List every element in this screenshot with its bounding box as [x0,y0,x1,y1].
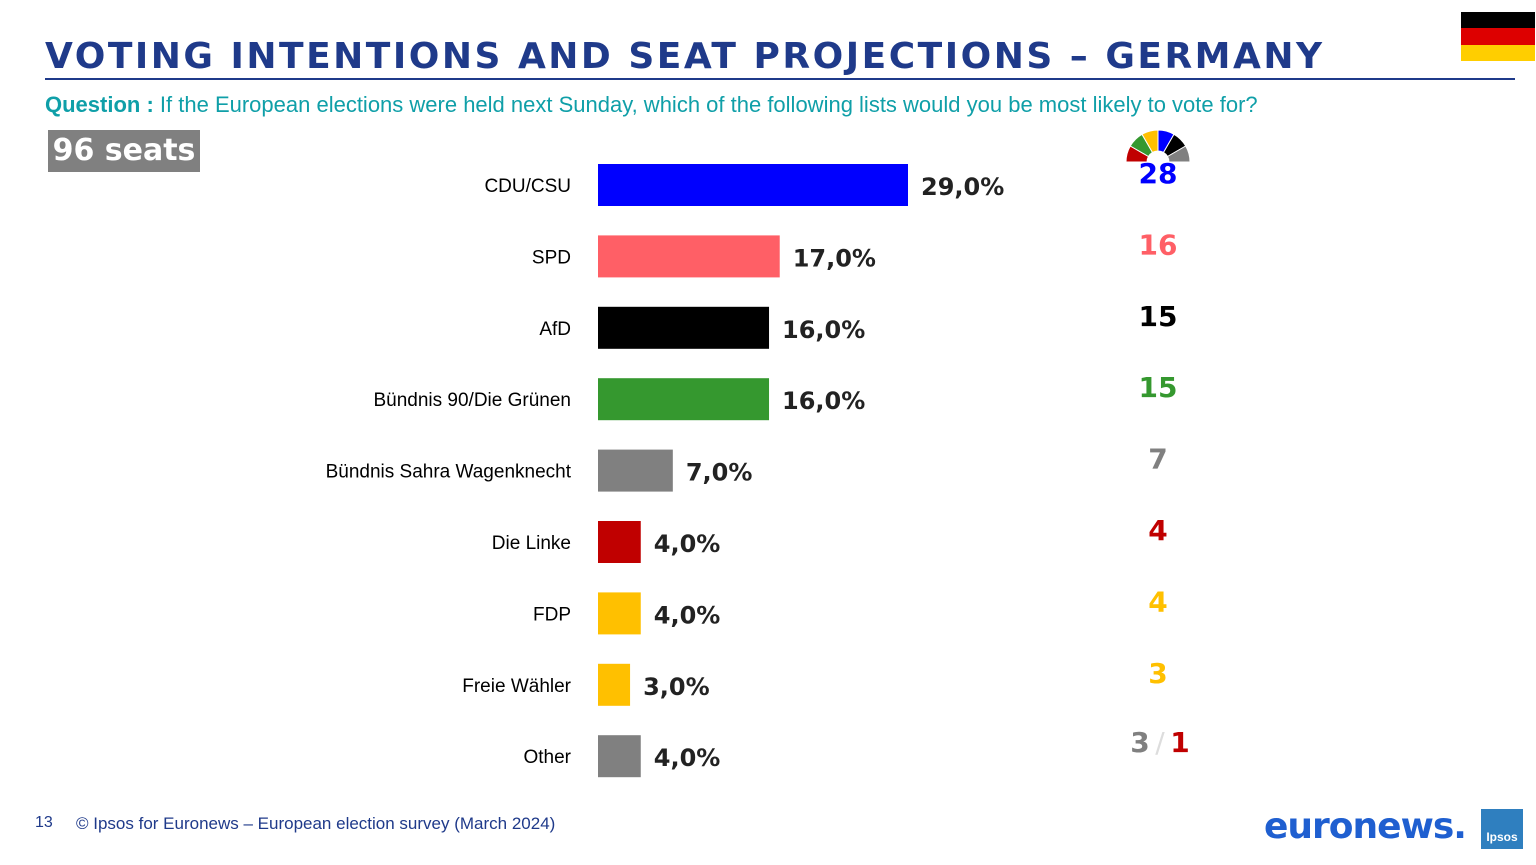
flag-stripe-red [1461,28,1535,45]
bar [598,663,631,706]
seat-count: 4 [1148,514,1167,547]
chart-title: VOTING INTENTIONS AND SEAT PROJECTIONS –… [45,36,1325,77]
value-label: 16,0% [782,387,865,415]
parliament-hemicycle-icon [1125,129,1191,163]
bar [598,592,641,635]
euronews-logo: euronews. [1264,806,1467,847]
seat-separator: / [1155,726,1165,759]
value-label: 4,0% [654,530,721,558]
hemicycle-segment [1166,145,1191,163]
category-label: Die Linke [492,533,571,554]
page-number: 13 [35,814,53,831]
bar [598,306,770,349]
value-label: 29,0% [921,173,1004,201]
category-label: AfD [539,319,571,340]
seats-total-badge: 96 seats [48,130,200,172]
seat-count: 15 [1139,300,1178,333]
title-divider [45,78,1515,80]
value-label: 17,0% [793,244,876,272]
category-label: SPD [532,247,571,268]
value-label: 4,0% [654,744,721,772]
ipsos-logo: Ipsos [1481,809,1523,849]
value-label: 7,0% [686,459,753,487]
category-label: FDP [533,604,571,625]
bar [598,449,673,492]
germany-flag-icon [1461,12,1535,61]
seat-count: 3 [1148,657,1167,690]
category-label: Freie Wähler [462,676,571,697]
bar [598,735,641,778]
question-label: Question : [45,92,154,117]
flag-stripe-gold [1461,44,1535,61]
survey-question: Question : If the European elections wer… [45,92,1258,118]
category-label: Other [523,747,571,768]
seat-count-extra: 1 [1170,726,1189,759]
seat-count: 7 [1148,443,1167,476]
bar [598,521,641,563]
source-note: © Ipsos for Euronews – European election… [76,814,556,833]
category-label: CDU/CSU [484,176,571,197]
value-label: 3,0% [643,673,710,701]
flag-stripe-black [1461,12,1535,29]
value-label: 4,0% [654,601,721,629]
seat-count: 15 [1139,371,1178,404]
seat-count: 3 [1130,726,1149,759]
bar [598,164,908,206]
question-text: If the European elections were held next… [159,92,1258,117]
category-label: Bündnis 90/Die Grünen [373,390,571,411]
seat-count: 16 [1139,228,1178,261]
category-label: Bündnis Sahra Wagenknecht [326,462,572,483]
seat-count: 4 [1148,585,1167,618]
bar [598,378,770,421]
bar [598,235,780,278]
value-label: 16,0% [782,316,865,344]
